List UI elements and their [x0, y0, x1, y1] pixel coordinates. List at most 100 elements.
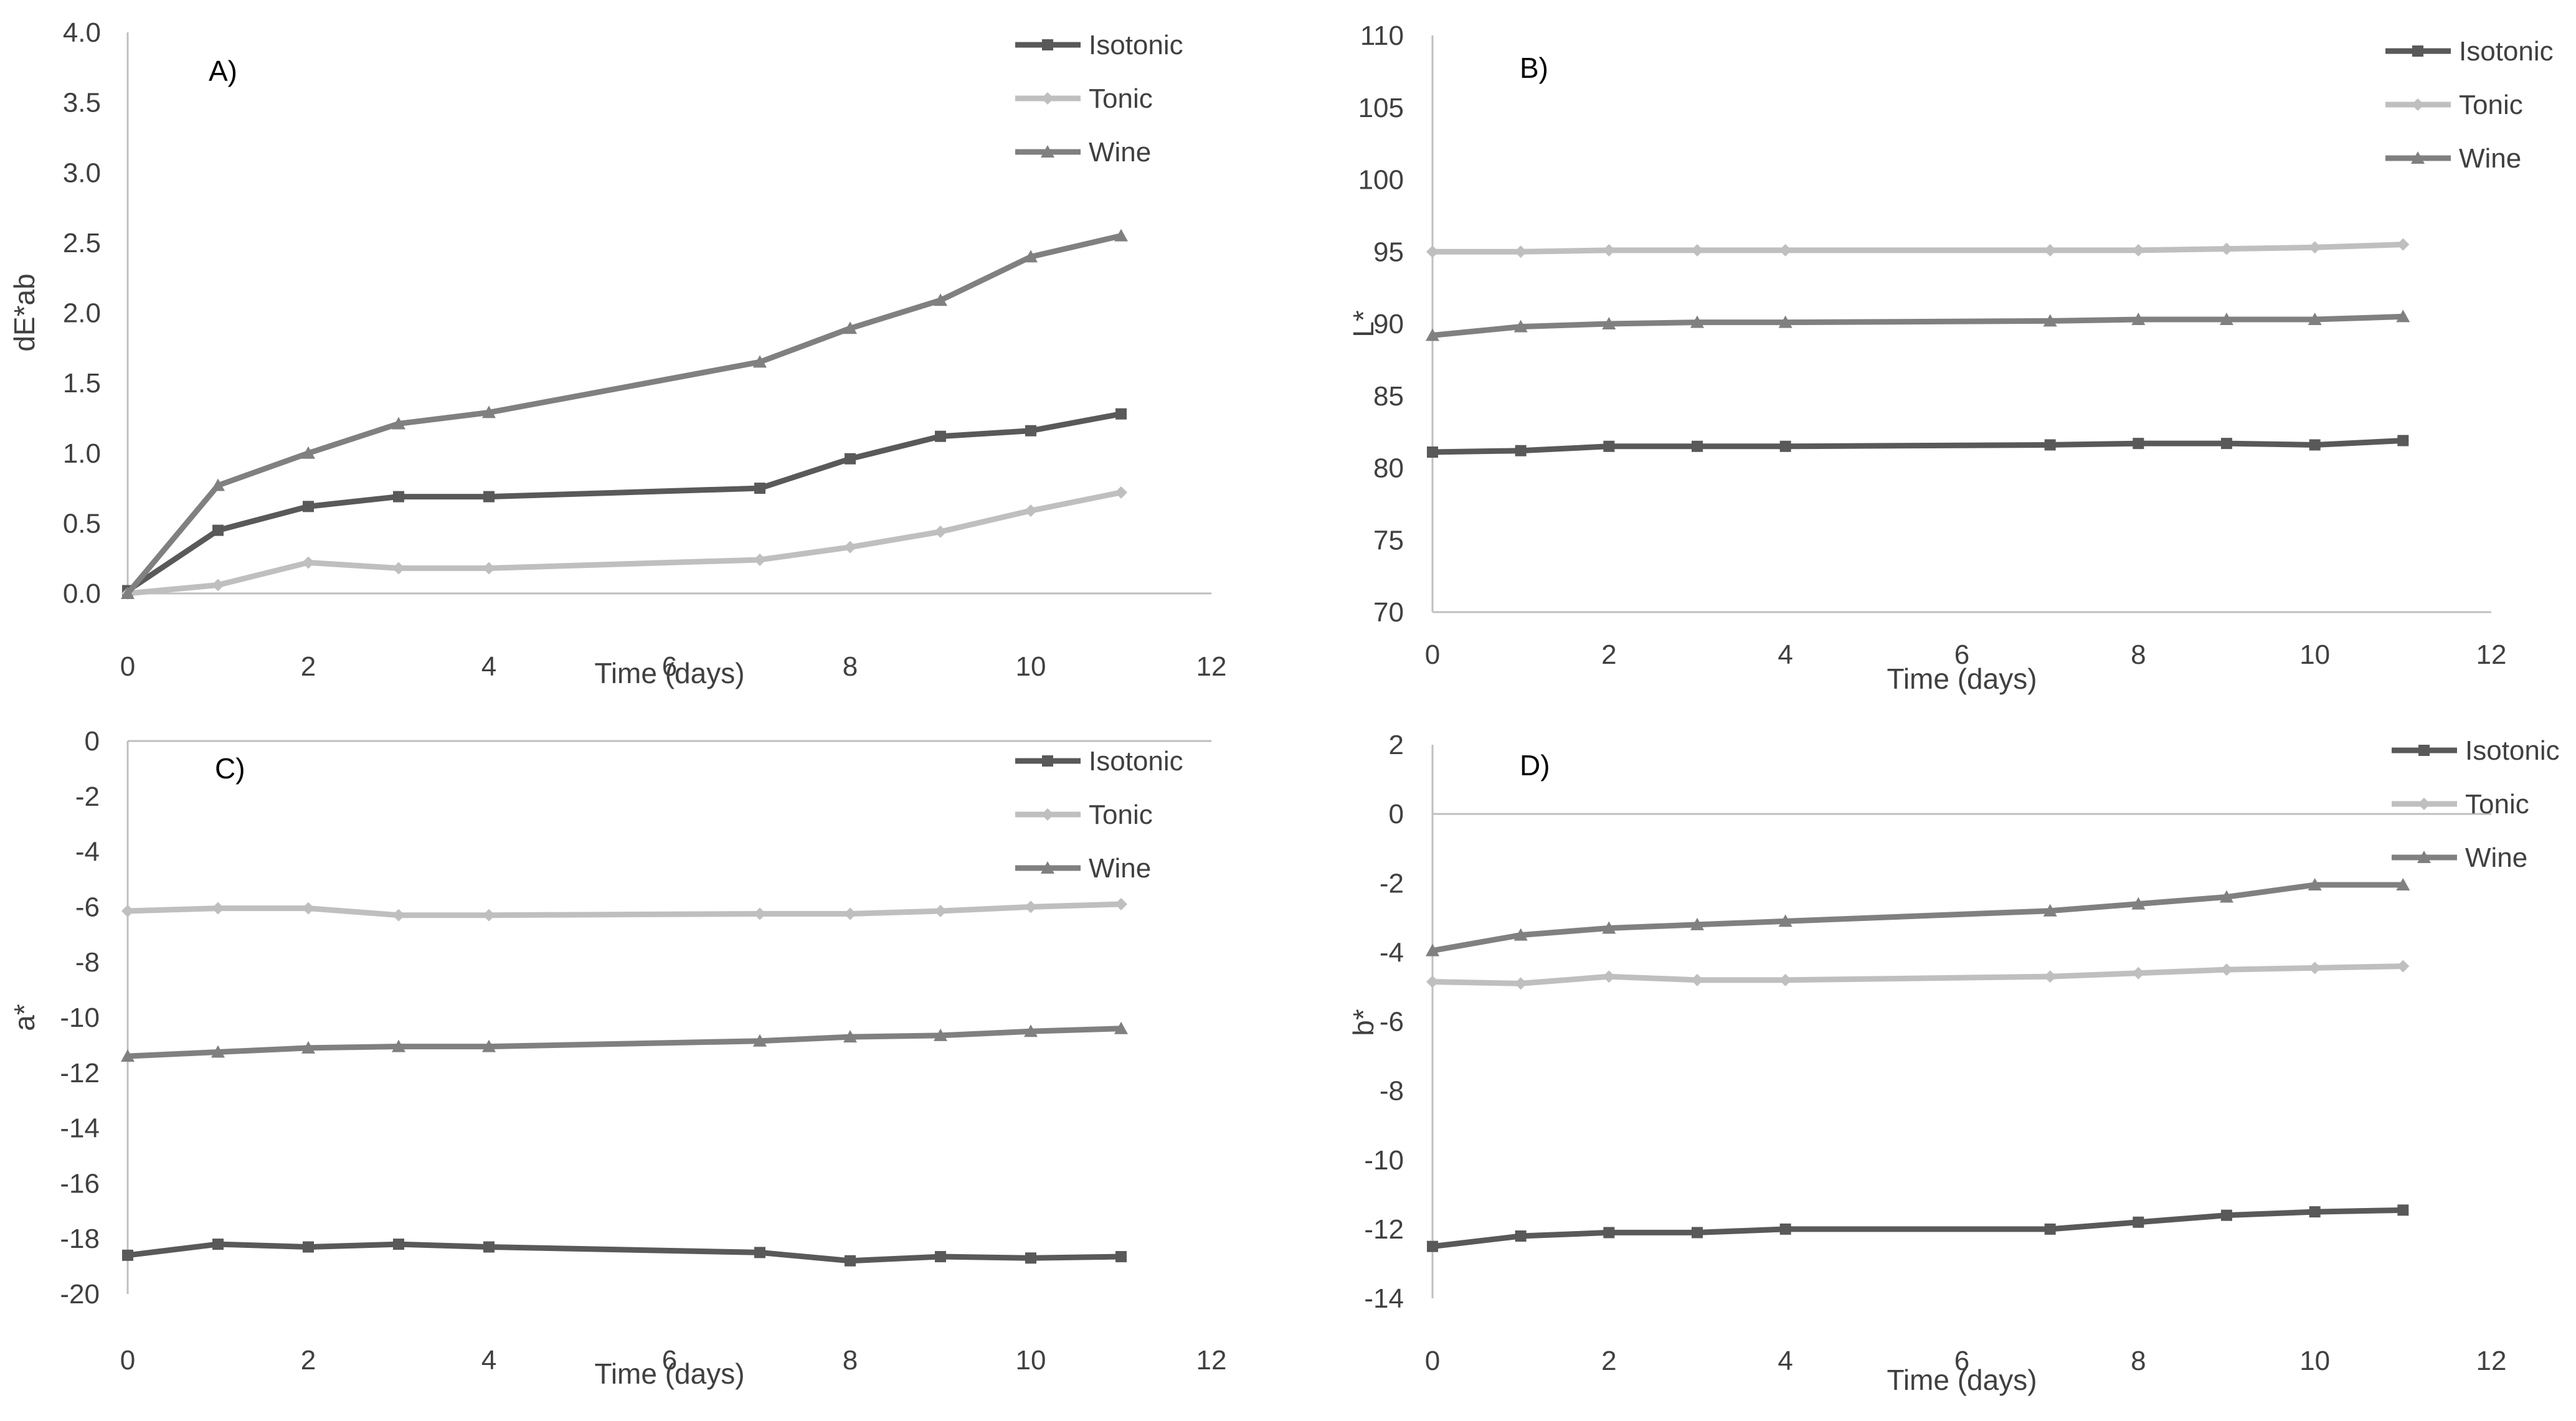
x-tick-label: 10 [1016, 651, 1046, 682]
y-tick-label: -16 [60, 1168, 100, 1199]
y-tick-label: -4 [1380, 937, 1404, 968]
y-tick-label: -6 [1380, 1007, 1404, 1037]
legend-label-wine: Wine [1089, 853, 1151, 884]
data-point-wine [392, 417, 405, 430]
x-tick-label: 4 [481, 1345, 496, 1376]
data-point-isotonic [2309, 1206, 2321, 1218]
data-point-wine [843, 321, 857, 334]
legend-marker-isotonic [1042, 39, 1053, 50]
data-point-wine [482, 405, 496, 418]
y-tick-label: -2 [1380, 868, 1404, 899]
data-point-tonic [1603, 243, 1616, 257]
data-point-tonic [302, 902, 315, 915]
data-point-wine [753, 355, 767, 368]
legend-marker-tonic [1041, 92, 1054, 105]
data-point-tonic [2132, 243, 2145, 257]
data-point-isotonic [1515, 445, 1527, 456]
legend-marker-wine [2411, 151, 2425, 164]
data-point-isotonic [935, 430, 946, 442]
legend-marker-tonic [2412, 98, 2424, 111]
x-tick-label: 10 [2299, 1346, 2330, 1376]
data-point-isotonic [2221, 1209, 2232, 1221]
legend-label-isotonic: Isotonic [2459, 36, 2554, 67]
data-point-isotonic [2309, 439, 2321, 451]
data-point-isotonic [393, 1239, 404, 1250]
data-point-wine [121, 587, 135, 599]
data-point-tonic [1115, 897, 1127, 910]
y-tick-label: 0.0 [63, 578, 101, 609]
data-point-isotonic [845, 453, 856, 465]
y-axis-label: b* [1347, 1009, 1380, 1036]
data-point-wine [1602, 921, 1616, 934]
legend-label-isotonic: Isotonic [1089, 30, 1183, 60]
data-point-tonic [754, 553, 766, 566]
legend-label-wine: Wine [2465, 843, 2527, 873]
data-point-tonic [2220, 963, 2233, 976]
legend-marker-wine [1041, 145, 1054, 158]
data-point-isotonic [303, 501, 314, 512]
x-tick-label: 12 [2476, 640, 2507, 670]
y-tick-label: 2.0 [63, 298, 101, 329]
data-point-wine [211, 478, 225, 491]
data-point-tonic [121, 905, 134, 918]
y-tick-label: 75 [1373, 525, 1404, 555]
y-tick-label: 95 [1373, 237, 1404, 267]
data-point-tonic [844, 541, 856, 554]
legend-marker-tonic [2418, 798, 2430, 810]
data-point-tonic [302, 556, 315, 569]
series-line-tonic [127, 901, 1122, 918]
y-tick-label: -6 [75, 892, 100, 922]
y-tick-label: -10 [60, 1003, 100, 1033]
chart-panel-1: 0.0 0.5 1.0 1.5 2.0 2.5 3.0 3.5 4.0 0 2 4 6 8 10 12 Time… [8, 17, 1226, 689]
series-line-wine [1432, 882, 2403, 954]
series-line-tonic [1432, 242, 2403, 255]
legend-marker-wine [1041, 861, 1054, 874]
x-tick-label: 6 [1954, 640, 1969, 670]
legend-label-tonic: Tonic [2459, 90, 2523, 120]
y-tick-label: 1.5 [63, 368, 101, 399]
x-tick-label: 2 [1601, 640, 1616, 670]
data-point-tonic [1779, 243, 1792, 257]
x-tick-label: 6 [662, 651, 677, 682]
y-tick-label: -10 [1364, 1145, 1404, 1176]
data-point-isotonic [1779, 1223, 1791, 1235]
data-point-isotonic [2221, 438, 2232, 450]
y-tick-label: -4 [75, 837, 100, 867]
data-point-isotonic [483, 491, 495, 503]
series-line-wine [125, 233, 1122, 595]
x-tick-label: 4 [1778, 1346, 1792, 1376]
data-point-wine [2131, 313, 2146, 326]
x-tick-label: 0 [1425, 640, 1440, 670]
legend-label-isotonic: Isotonic [1089, 746, 1183, 777]
data-point-wine [1602, 317, 1616, 329]
legend-label-tonic: Tonic [1089, 83, 1153, 114]
data-point-isotonic [2133, 1216, 2144, 1228]
data-point-wine [2396, 309, 2410, 323]
data-point-isotonic [1025, 425, 1036, 437]
y-tick-label: 3.5 [63, 88, 101, 118]
x-tick-label: 2 [301, 651, 316, 682]
data-point-tonic [483, 909, 495, 922]
x-tick-label: 8 [2131, 640, 2146, 670]
legend-label-tonic: Tonic [1089, 800, 1153, 830]
data-point-wine [482, 1039, 496, 1052]
data-point-tonic [2397, 238, 2410, 251]
series-line-wine [127, 1026, 1122, 1059]
chart-panel-4: -14 -12 -10 -8 -6 -4 -2 0 2 0 2 4 6 8 10 12 Time (days) b… [1347, 730, 2560, 1396]
x-tick-label: 6 [1954, 1346, 1969, 1376]
data-point-isotonic [303, 1241, 314, 1253]
y-axis-label: L* [1347, 310, 1380, 338]
y-tick-label: 80 [1373, 453, 1404, 484]
x-tick-label: 12 [1196, 651, 1227, 682]
data-point-tonic [392, 562, 405, 575]
data-point-wine [1024, 1024, 1038, 1037]
y-tick-label: 1.0 [63, 438, 101, 469]
data-point-wine [934, 1028, 947, 1041]
panel-label: A) [209, 55, 237, 87]
data-point-wine [1114, 229, 1128, 242]
data-point-isotonic [845, 1255, 856, 1267]
data-point-isotonic [1427, 1240, 1438, 1252]
y-tick-label: 105 [1358, 93, 1404, 123]
data-point-wine [1778, 914, 1792, 927]
